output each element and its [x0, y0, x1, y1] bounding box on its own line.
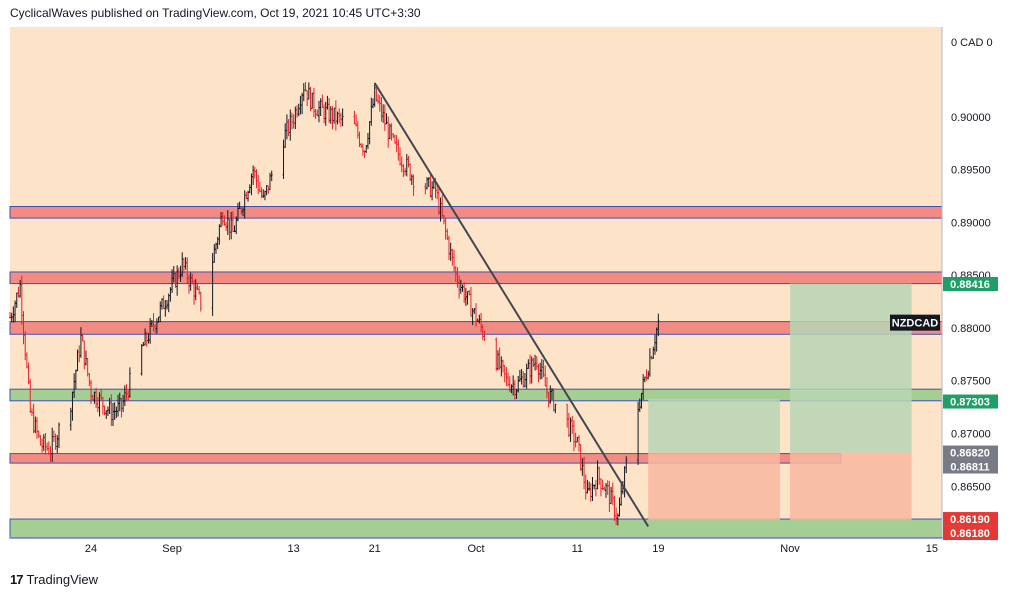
- price-tag-label: 0.88416: [950, 279, 990, 291]
- symbol-tag-label: NZDCAD: [892, 318, 938, 330]
- price-tag: [943, 526, 998, 541]
- price-tag: [943, 445, 998, 460]
- y-tick-label: 0.89000: [951, 217, 991, 229]
- price-tag-label: 0.86811: [950, 462, 989, 474]
- price-tag: [943, 459, 998, 474]
- price-tag-label: 0.86190: [950, 514, 990, 526]
- stop-box-1: [790, 452, 912, 521]
- y-tick-label: 0.87000: [951, 429, 991, 441]
- x-tick-label: 24: [85, 543, 97, 555]
- x-tick-label: 15: [926, 543, 938, 555]
- x-tick-label: 19: [652, 543, 664, 555]
- y-tick-label: 0.90000: [951, 112, 991, 124]
- y-tick-label: 0.86500: [951, 481, 991, 493]
- chart-header: CyclicalWaves published on TradingView.c…: [10, 6, 421, 20]
- x-tick-label: 11: [572, 543, 583, 555]
- footer: 17 TradingView: [10, 572, 98, 587]
- tradingview-logo-icon: 17: [10, 572, 24, 587]
- y-tick-label: 0.88000: [951, 323, 991, 335]
- x-tick-label: Oct: [467, 543, 484, 555]
- price-tag-label: 0.86180: [950, 528, 990, 540]
- support-zone-5: [9, 518, 943, 539]
- zones: [9, 206, 943, 539]
- axes: 0 CAD 00.900000.895000.890000.885000.880…: [10, 27, 993, 555]
- price-tag-label: 0.87303: [950, 397, 990, 409]
- resistance-zone-0: [9, 206, 943, 219]
- position-boxes: [648, 283, 912, 521]
- x-tick-label: Sep: [162, 543, 182, 555]
- stop-box-0: [648, 452, 780, 521]
- currency-label: 0 CAD 0: [951, 37, 993, 49]
- trendline-group: [373, 82, 650, 527]
- target-box-1: [790, 283, 912, 453]
- price-tag: [943, 512, 998, 527]
- target-box-0: [648, 398, 780, 453]
- brand-name: TradingView: [26, 572, 99, 587]
- candles: [9, 82, 660, 526]
- trendline: [373, 82, 650, 527]
- y-tick-label: 0.87500: [951, 376, 991, 388]
- y-tick-label: 0.89500: [951, 165, 991, 177]
- price-tag-label: 0.86820: [950, 448, 990, 460]
- resistance-zone-1: [9, 271, 943, 285]
- price-tags: NZDCAD 0.88416 0.87303 0.86820 0.86811 0.8619…: [890, 277, 998, 541]
- x-tick-label: 13: [288, 543, 300, 555]
- x-tick-label: Nov: [780, 543, 800, 555]
- price-tag: [943, 394, 998, 409]
- x-tick-label: 21: [369, 543, 381, 555]
- price-tag: [943, 277, 998, 292]
- symbol-tag: [890, 314, 940, 331]
